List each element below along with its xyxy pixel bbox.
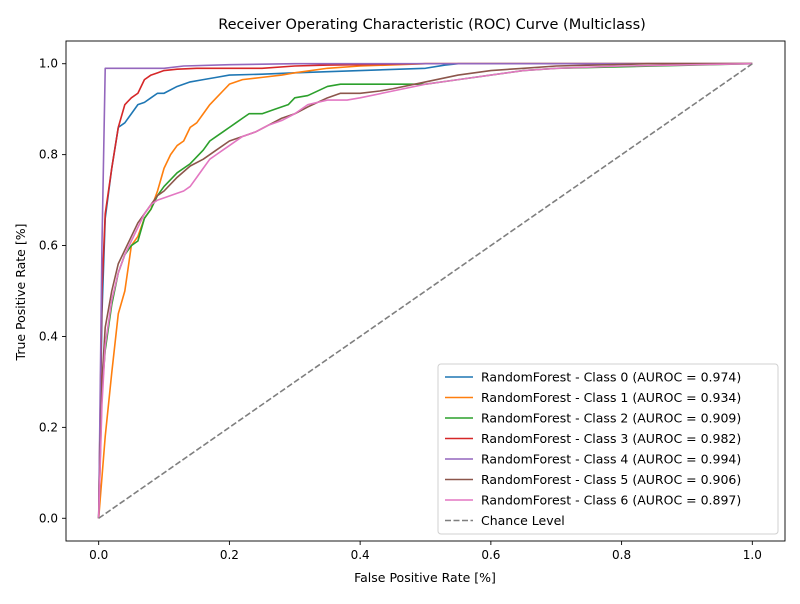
series-7-chance-level-legend-label: Chance Level xyxy=(481,513,565,528)
y-tick-label: 0.0 xyxy=(39,511,58,525)
x-tick-label: 0.6 xyxy=(481,548,500,562)
series-4-randomforest-class-4-auroc-0-994-legend-label: RandomForest - Class 4 (AUROC = 0.994) xyxy=(481,452,741,467)
series-1-randomforest-class-1-auroc-0-934-line xyxy=(97,62,753,519)
x-axis-label: False Positive Rate [%] xyxy=(354,570,496,585)
series-4-randomforest-class-4-auroc-0-994-line xyxy=(97,62,753,519)
series-lines xyxy=(97,62,753,519)
plot-area xyxy=(97,62,753,519)
series-1-randomforest-class-1-auroc-0-934-legend-label: RandomForest - Class 1 (AUROC = 0.934) xyxy=(481,390,741,405)
x-tick-label: 0.4 xyxy=(351,548,370,562)
axes-frame xyxy=(65,40,786,542)
y-tick-label: 0.4 xyxy=(39,329,58,343)
x-tick-label: 0.8 xyxy=(612,548,631,562)
series-3-randomforest-class-3-auroc-0-982-line xyxy=(97,62,753,519)
legend-box xyxy=(437,363,779,535)
y-tick-label: 0.8 xyxy=(39,148,58,162)
series-2-randomforest-class-2-auroc-0-909-line xyxy=(97,62,753,519)
series-3-randomforest-class-3-auroc-0-982-legend-label: RandomForest - Class 3 (AUROC = 0.982) xyxy=(481,431,741,446)
series-2-randomforest-class-2-auroc-0-909-legend-label: RandomForest - Class 2 (AUROC = 0.909) xyxy=(481,411,741,426)
series-6-randomforest-class-6-auroc-0-897-line xyxy=(97,62,753,519)
series-0-randomforest-class-0-auroc-0-974-legend-label: RandomForest - Class 0 (AUROC = 0.974) xyxy=(481,370,741,385)
x-tick-label: 1.0 xyxy=(743,548,762,562)
series-5-randomforest-class-5-auroc-0-906-legend-label: RandomForest - Class 5 (AUROC = 0.906) xyxy=(481,472,741,487)
chart-title: Receiver Operating Characteristic (ROC) … xyxy=(218,17,646,33)
x-tick-label: 0.2 xyxy=(220,548,239,562)
axes: 0.0 0.2 0.4 0.6 0.8 1.0 0.0 0.2 0.4 0.6 0.8 1.0 xyxy=(39,40,786,562)
y-tick-label: 0.2 xyxy=(39,420,58,434)
series-7-chance-level-line xyxy=(98,63,753,519)
y-tick-label: 1.0 xyxy=(39,57,58,71)
y-tick-label: 0.6 xyxy=(39,239,58,253)
x-tick-label: 0.0 xyxy=(89,548,108,562)
legend: RandomForest - Class 0 (AUROC = 0.974) Ra… xyxy=(437,363,779,535)
series-6-randomforest-class-6-auroc-0-897-legend-label: RandomForest - Class 6 (AUROC = 0.897) xyxy=(481,493,741,508)
y-axis-label: True Positive Rate [%] xyxy=(13,224,28,362)
